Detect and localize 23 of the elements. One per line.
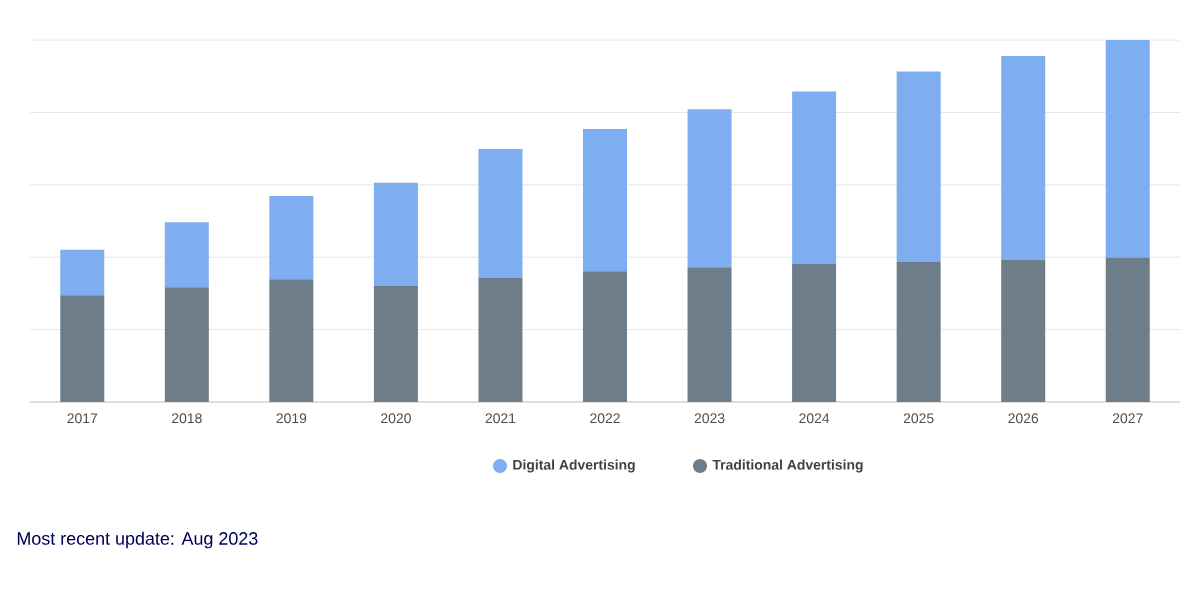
- bar: [687, 267, 732, 402]
- bar: [1001, 259, 1046, 402]
- bar: [269, 279, 314, 402]
- bar: [792, 91, 837, 264]
- bar: [1001, 56, 1046, 260]
- bar: [60, 295, 105, 402]
- text: Most recent update: Aug 2023: [17, 531, 258, 549]
- bar: [583, 271, 628, 402]
- bar: [583, 129, 628, 272]
- bar: [478, 277, 523, 402]
- bar: [1105, 257, 1150, 402]
- bar: [896, 71, 941, 262]
- bar: [164, 222, 209, 288]
- bar: [792, 263, 837, 402]
- bar: [896, 261, 941, 402]
- bar: [60, 249, 105, 296]
- bar: [269, 196, 314, 280]
- bar: [164, 287, 209, 402]
- bar: [687, 109, 732, 268]
- bar: [373, 182, 418, 286]
- bar: [373, 285, 418, 402]
- bar: [1105, 40, 1150, 258]
- bar: [478, 149, 523, 278]
